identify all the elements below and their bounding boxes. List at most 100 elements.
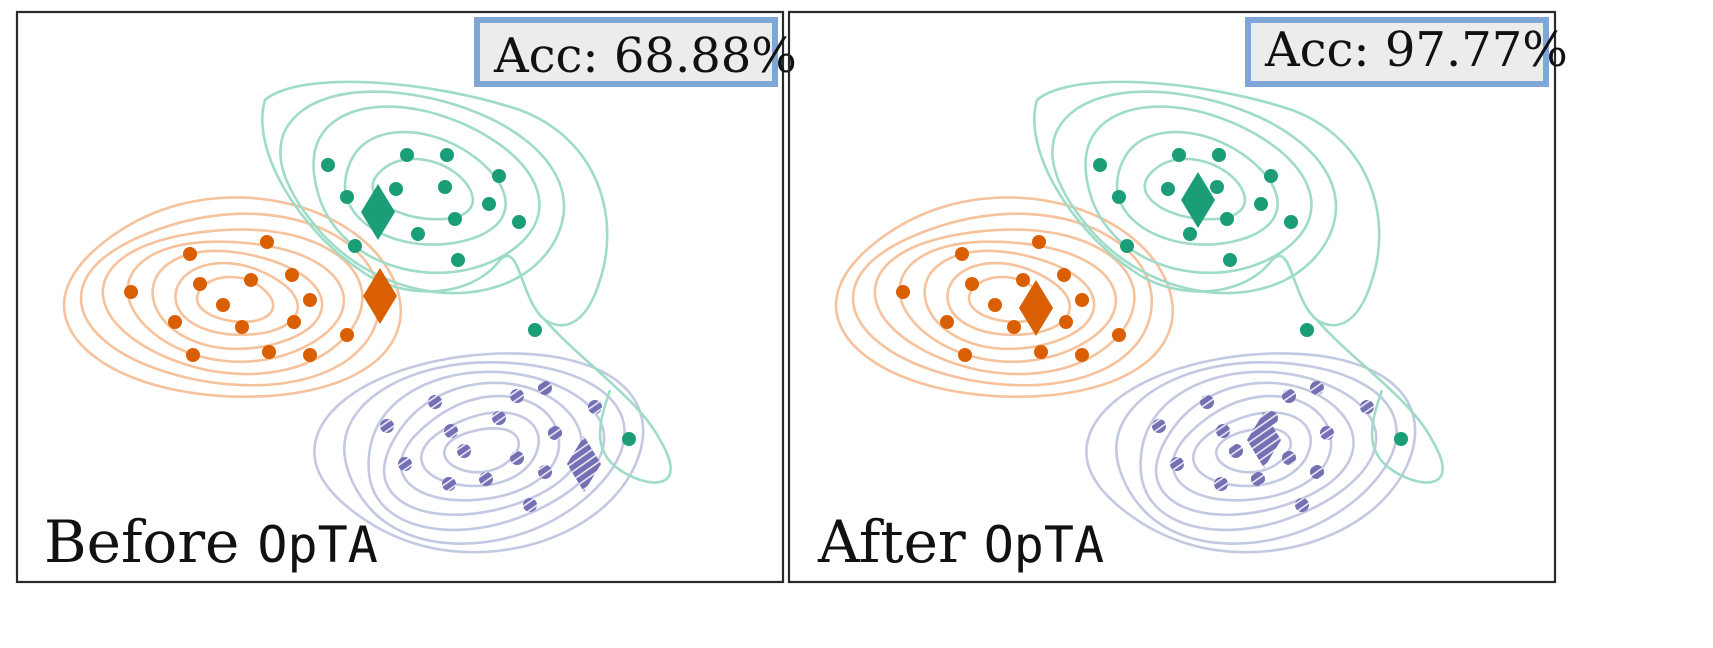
green-point [1120, 239, 1134, 253]
green-point [1264, 169, 1278, 183]
caption-method: OpTA [257, 516, 377, 574]
purple-point [1310, 381, 1324, 395]
orange-point [216, 298, 230, 312]
green-point [512, 215, 526, 229]
purple-contour [1154, 381, 1355, 517]
orange-prototype-diamond [1019, 280, 1053, 336]
purple-point [548, 426, 562, 440]
purple-point [510, 389, 524, 403]
purple-point [510, 451, 524, 465]
purple-point [1295, 498, 1309, 512]
orange-point [1007, 320, 1021, 334]
purple-contour [442, 426, 521, 474]
orange-point [235, 320, 249, 334]
orange-point [1032, 235, 1046, 249]
green-point [400, 148, 414, 162]
accuracy-box [474, 17, 778, 87]
orange-point [955, 247, 969, 261]
green-point [411, 227, 425, 241]
density-contours [834, 80, 1444, 554]
orange-point [1059, 315, 1073, 329]
green-contour [279, 90, 566, 295]
orange-prototype-diamond [363, 268, 397, 324]
green-contour-outer [261, 80, 609, 327]
purple-contour [1139, 370, 1378, 532]
purple-point [1216, 424, 1230, 438]
orange-point [958, 348, 972, 362]
green-contour-tail [544, 319, 672, 484]
green-point [1223, 253, 1237, 267]
green-prototype-diamond [1181, 172, 1215, 228]
orange-point [183, 247, 197, 261]
purple-point [1310, 465, 1324, 479]
orange-point [124, 285, 138, 299]
purple-point [1320, 426, 1334, 440]
support-points [124, 148, 636, 512]
orange-contour [151, 249, 324, 351]
green-point [622, 432, 636, 446]
purple-point [1251, 472, 1265, 486]
orange-contour [851, 212, 1154, 387]
orange-point [168, 315, 182, 329]
green-point [440, 148, 454, 162]
orange-contour [923, 249, 1096, 351]
orange-point [244, 273, 258, 287]
accuracy-label: Acc: 68.88% [493, 28, 797, 84]
orange-point [193, 277, 207, 291]
purple-point [1214, 477, 1228, 491]
purple-contour [367, 370, 606, 532]
support-points [896, 148, 1408, 512]
orange-point [1075, 293, 1089, 307]
class-prototypes [361, 184, 601, 492]
purple-point [380, 419, 394, 433]
purple-contour [342, 360, 626, 545]
orange-contour [195, 275, 275, 324]
orange-contour [79, 212, 382, 387]
purple-contour [420, 411, 541, 488]
green-contour [312, 105, 541, 275]
orange-point [186, 348, 200, 362]
purple-point [1152, 419, 1166, 433]
green-point [1254, 197, 1268, 211]
orange-point [1112, 328, 1126, 342]
green-point [340, 190, 354, 204]
green-contour [1115, 130, 1280, 246]
green-point [1112, 190, 1126, 204]
orange-point [1034, 345, 1048, 359]
purple-contour [1085, 352, 1417, 554]
orange-point [940, 315, 954, 329]
purple-prototype-diamond [1247, 412, 1281, 468]
purple-contour [1192, 411, 1313, 488]
purple-point [1360, 400, 1374, 414]
caption-word: Before [44, 508, 239, 576]
panel-frame [15, 10, 785, 584]
green-point [389, 182, 403, 196]
orange-contour [174, 261, 300, 337]
orange-point [303, 293, 317, 307]
purple-point [523, 498, 537, 512]
purple-point [588, 400, 602, 414]
green-point [321, 158, 335, 172]
purple-point [1282, 389, 1296, 403]
orange-point [1016, 273, 1030, 287]
orange-contour [101, 228, 364, 376]
purple-contour [313, 352, 645, 554]
purple-point [492, 411, 506, 425]
orange-contour [834, 196, 1175, 399]
class-prototypes [1019, 172, 1281, 468]
purple-point [538, 381, 552, 395]
orange-point [965, 277, 979, 291]
panel-caption: After OpTA [817, 508, 1104, 576]
green-point [448, 212, 462, 226]
green-point [1093, 158, 1107, 172]
orange-point [340, 328, 354, 342]
green-contour [371, 157, 475, 221]
green-point [1220, 212, 1234, 226]
green-point [482, 197, 496, 211]
green-prototype-diamond [361, 184, 395, 240]
orange-point [896, 285, 910, 299]
orange-point [262, 345, 276, 359]
green-contour [1143, 157, 1247, 221]
caption-method: OpTA [984, 516, 1104, 574]
purple-point [538, 465, 552, 479]
